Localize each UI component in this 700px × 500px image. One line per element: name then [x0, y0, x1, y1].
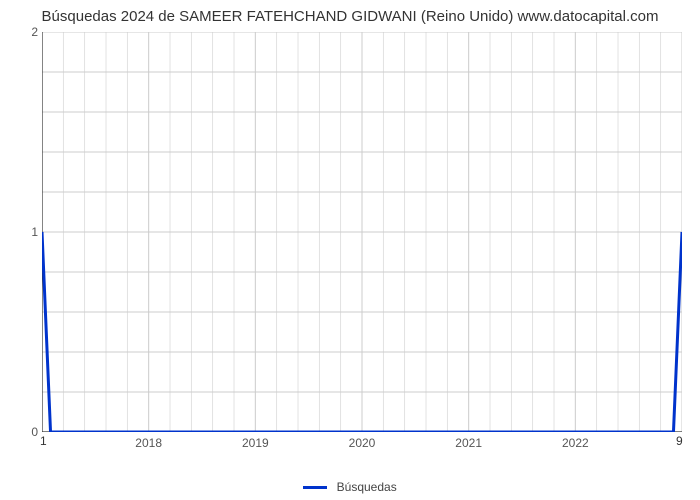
- x-tick-label: 2021: [455, 436, 482, 450]
- y-tick-label: 2: [8, 25, 38, 39]
- chart-legend: Búsquedas: [0, 480, 700, 494]
- x-tick-label: 2019: [242, 436, 269, 450]
- y-tick-label: 0: [8, 425, 38, 439]
- legend-label: Búsquedas: [337, 480, 397, 494]
- x-tick-label: 2020: [349, 436, 376, 450]
- x-tick-label: 2022: [562, 436, 589, 450]
- y-tick-label: 1: [8, 225, 38, 239]
- legend-swatch: [303, 486, 327, 489]
- chart-plot-area: [42, 32, 682, 432]
- chart-svg: [42, 32, 682, 432]
- chart-title: Búsquedas 2024 de SAMEER FATEHCHAND GIDW…: [0, 0, 700, 29]
- x-tick-label: 2018: [135, 436, 162, 450]
- endpoint-label-right: 9: [676, 434, 683, 448]
- endpoint-label-left: 1: [40, 434, 47, 448]
